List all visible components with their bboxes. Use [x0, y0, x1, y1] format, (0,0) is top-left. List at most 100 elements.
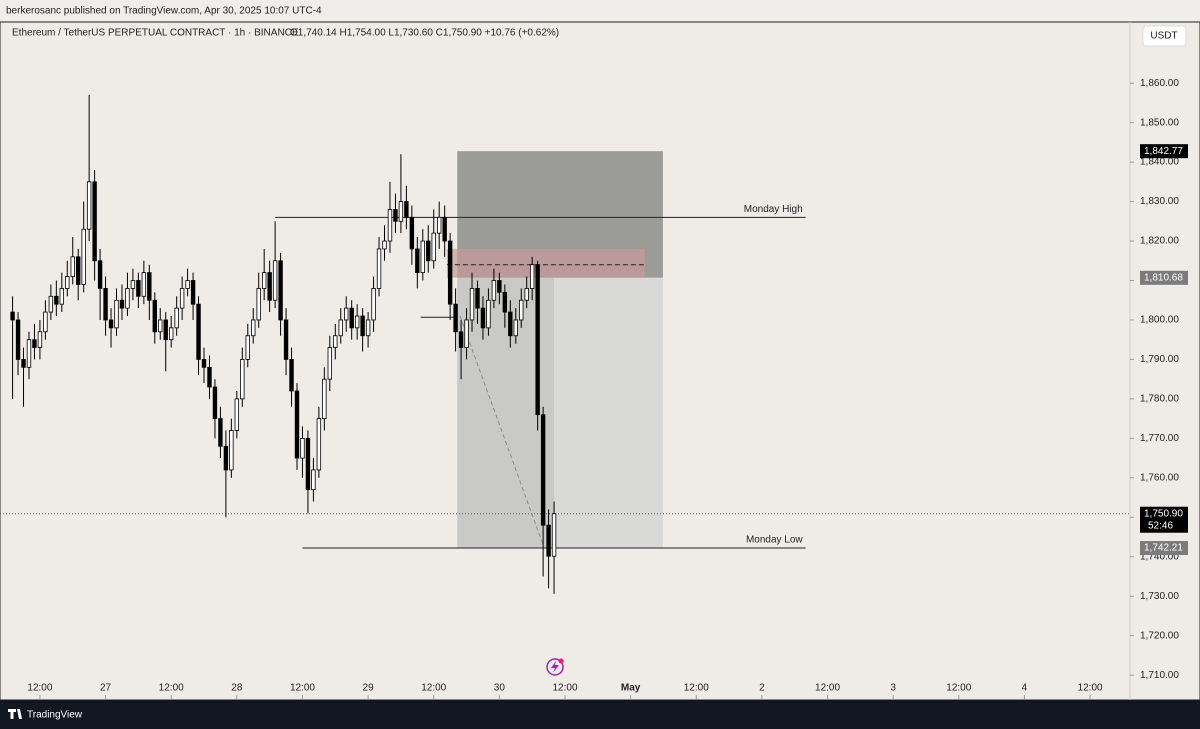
candle-body	[546, 524, 551, 557]
x-tick-label: 12:00	[552, 683, 577, 694]
candle-body	[251, 319, 256, 337]
event-icon[interactable]	[546, 658, 564, 676]
candle-body	[464, 319, 469, 348]
y-tick-label: 1,720.00	[1140, 630, 1179, 641]
y-tick-label: 1,820.00	[1140, 236, 1179, 247]
x-tick-label: 12:00	[1078, 683, 1103, 694]
x-tick-label: 12:00	[421, 683, 446, 694]
candle-body	[300, 437, 305, 459]
x-tick-label: 29	[363, 683, 375, 694]
price-tag	[1140, 506, 1188, 533]
candle-body	[278, 260, 283, 321]
candle-body	[305, 437, 311, 491]
candle-body	[480, 307, 486, 329]
candle-body	[393, 209, 398, 222]
y-tick-label: 1,860.00	[1140, 78, 1179, 89]
candle-body	[458, 331, 464, 348]
y-tick-label: 1,830.00	[1140, 196, 1179, 207]
candle-body	[540, 414, 546, 526]
y-tick-label: 1,730.00	[1140, 591, 1179, 602]
candle-body	[316, 418, 322, 471]
candle-body	[125, 287, 130, 309]
x-tick-label: 28	[231, 683, 243, 694]
candle-body	[147, 272, 152, 301]
x-tick-label: 12:00	[27, 683, 52, 694]
currency-button[interactable]	[1142, 25, 1187, 47]
supply-zone	[446, 248, 645, 278]
candle-body	[103, 287, 108, 321]
candle-body	[338, 319, 343, 337]
candle-body	[453, 303, 458, 333]
y-tick-label: 1,710.00	[1140, 670, 1179, 681]
top-bar	[0, 0, 1200, 22]
candle-body	[223, 445, 229, 471]
candle-body	[179, 287, 185, 309]
y-tick-label: 1,770.00	[1140, 433, 1179, 444]
candle-body	[437, 216, 442, 234]
candle-body	[190, 280, 196, 305]
candle-body	[185, 280, 190, 289]
x-tick-label: 12:00	[946, 683, 971, 694]
event-dot	[558, 658, 564, 664]
candle-body	[497, 280, 502, 293]
candle-body	[267, 272, 272, 301]
candle-body	[201, 359, 207, 368]
candle-body	[108, 319, 114, 329]
candle-body	[333, 335, 338, 348]
candle-body	[344, 307, 349, 321]
price-tag-label: 1,810.68	[1144, 272, 1183, 283]
candle-body	[114, 299, 119, 329]
x-tick-label: 12:00	[815, 683, 840, 694]
candle-body	[354, 315, 360, 329]
candle-body	[65, 276, 70, 289]
candle-body	[272, 260, 278, 301]
x-tick-label: 12:00	[684, 683, 709, 694]
candle-body	[141, 272, 147, 297]
candle-body	[196, 303, 201, 360]
y-tick-label: 1,840.00	[1140, 157, 1179, 168]
candle-body	[409, 216, 415, 250]
candle-body	[54, 295, 59, 305]
price-tag	[1140, 270, 1188, 285]
candle-body	[349, 307, 354, 329]
candle-body	[426, 240, 431, 262]
candle-body	[245, 335, 250, 360]
level-label: Monday High	[744, 204, 803, 215]
event-bolt	[551, 661, 559, 673]
candle-body	[382, 240, 387, 250]
candle-body	[442, 216, 447, 242]
x-tick-label: 27	[100, 683, 112, 694]
candle-body	[168, 327, 174, 341]
candle-body	[92, 181, 97, 262]
price-tag-label: 1,842.77	[1144, 146, 1183, 157]
y-tick-label: 1,740.00	[1140, 551, 1179, 562]
x-tick-label: 12:00	[290, 683, 315, 694]
candle-body	[15, 319, 21, 360]
candle-body	[519, 299, 524, 321]
candle-body	[535, 264, 540, 416]
candle-body	[447, 240, 453, 305]
x-tick-label: May	[621, 683, 641, 694]
x-tick-label: 2	[759, 683, 765, 694]
candle-body	[513, 319, 518, 337]
level-label: Monday Low	[746, 535, 803, 546]
candle-body	[59, 287, 65, 305]
candle-body	[10, 311, 15, 321]
candle-body	[387, 209, 393, 242]
tv-logo	[8, 709, 22, 719]
candle-body	[32, 339, 37, 348]
candle-body	[48, 295, 54, 313]
candle-body	[404, 201, 409, 218]
chart-title: Ethereum / TetherUS PERPETUAL CONTRACT ·…	[12, 28, 299, 39]
y-tick-label: 1,760.00	[1140, 472, 1179, 483]
candle-body	[491, 280, 497, 301]
price-tag-label: 1,750.90	[1144, 508, 1183, 519]
candle-body	[420, 240, 425, 273]
candle-body	[81, 228, 86, 285]
candle-body	[86, 181, 92, 230]
candle-body	[26, 339, 32, 368]
price-tag	[1140, 144, 1188, 159]
candle-body	[398, 201, 404, 222]
candle-body	[207, 366, 212, 388]
